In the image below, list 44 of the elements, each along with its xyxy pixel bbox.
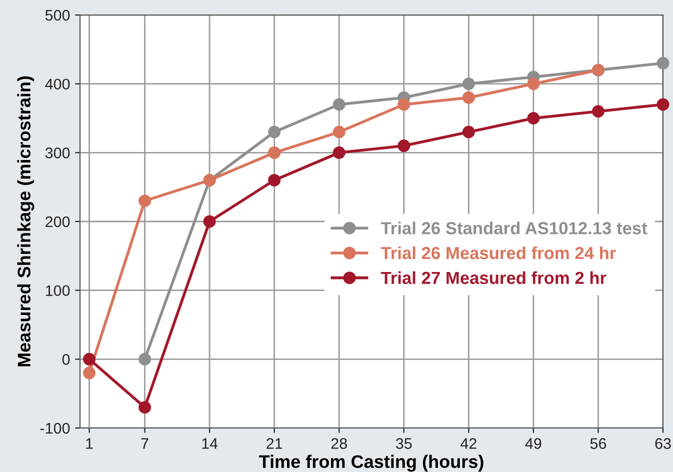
point [398,98,410,111]
point [462,126,475,138]
point [656,56,670,70]
point [656,98,670,111]
x-axis-title: Time from Casting (hours) [259,454,484,472]
point [592,105,604,118]
x-tick-label: 49 [525,438,542,449]
point [332,146,346,159]
legend-label: Trial 26 Standard AS1012.13 test [380,222,648,234]
x-tick-label: 1 [86,438,93,449]
point [268,126,281,138]
point [203,215,216,228]
x-tick-label: 7 [141,438,148,449]
point [332,126,346,138]
x-tick-label: 21 [266,438,282,449]
point [527,112,540,124]
point [398,140,410,152]
y-axis-title: Measured Shrinkage (microstrain) [17,76,34,366]
x-tick-label: 56 [590,438,606,449]
point [268,174,281,186]
point [138,194,152,208]
point [332,98,346,111]
y-tick-label: 100 [46,285,70,296]
point [268,146,281,159]
y-tick-label: -100 [40,422,70,434]
point [138,401,152,414]
x-tick-label: 35 [396,438,412,449]
y-tick-label: 500 [45,10,70,21]
x-tick-label: 42 [460,438,476,449]
x-tick-label: 14 [202,438,218,449]
point [462,91,475,104]
x-tick-label: 63 [655,438,671,449]
legend-label: Trial 26 Measured from 24 hr [380,246,616,260]
x-tick-label: 28 [331,438,347,449]
y-tick-label: 200 [46,216,70,228]
y-tick-label: 0 [62,354,70,365]
y-tick-label: 400 [45,78,70,90]
legend-label: Trial 27 Measured from 2 hr [380,271,606,284]
point [83,352,96,366]
point [527,78,540,90]
point [83,366,96,380]
point [462,78,475,90]
point [138,352,152,366]
y-tick-label: 300 [45,148,70,158]
